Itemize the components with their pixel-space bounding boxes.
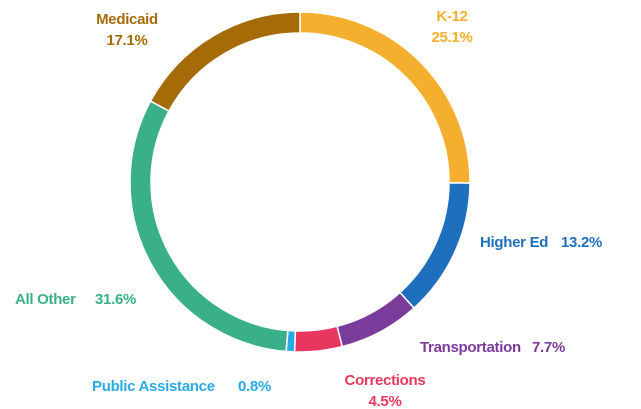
slice-label-name: Corrections xyxy=(345,372,426,389)
slice-label-value: 25.1% xyxy=(431,29,472,46)
slice-label-value: 13.2% xyxy=(561,234,602,251)
slice-label-value: 7.7% xyxy=(532,339,565,356)
donut-slice xyxy=(336,291,416,348)
slice-label-value: 17.1% xyxy=(106,32,147,49)
donut-slice xyxy=(398,182,471,310)
donut-slice xyxy=(129,100,289,353)
slice-label-name: Higher Ed xyxy=(480,234,548,251)
slice-label-name: Public Assistance xyxy=(92,378,215,395)
slice-label-name: Transportation xyxy=(420,339,521,356)
donut-slice xyxy=(149,11,301,113)
slice-label-name: K-12 xyxy=(436,8,467,25)
slice-label-value: 4.5% xyxy=(369,393,402,409)
slice-label-name: Medicaid xyxy=(96,11,158,28)
donut-slice xyxy=(293,325,344,353)
slice-label-value: 0.8% xyxy=(238,378,271,395)
slice-label-name: All Other xyxy=(15,291,76,308)
slice-label-value: 31.6% xyxy=(95,291,136,308)
